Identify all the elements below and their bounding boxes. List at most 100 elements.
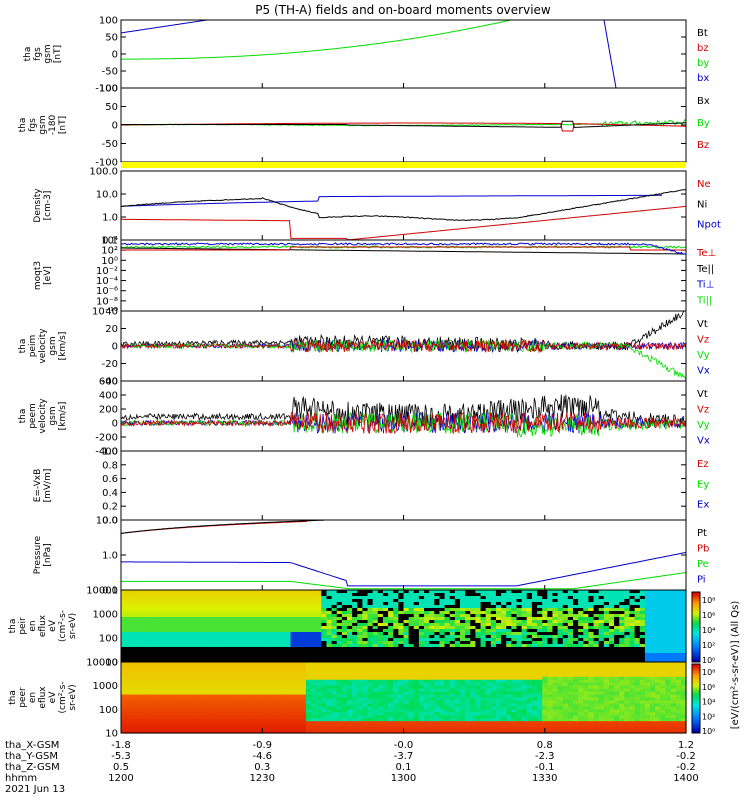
heatmap-cell <box>218 635 225 639</box>
heatmap-cell <box>547 664 554 669</box>
heatmap-cell <box>444 724 451 728</box>
heatmap-cell <box>418 724 425 728</box>
heatmap-cell <box>506 650 512 654</box>
heatmap-cell <box>567 632 574 636</box>
heatmap-cell <box>665 602 672 606</box>
heatmap-cell <box>357 712 364 716</box>
heatmap-cell <box>244 676 251 681</box>
heatmap-cell <box>331 700 338 705</box>
heatmap-cell <box>131 638 138 642</box>
heatmap-cell <box>203 656 209 660</box>
heatmap-cell <box>136 721 143 725</box>
heatmap-cell <box>413 718 420 722</box>
heatmap-cell <box>331 662 338 666</box>
heatmap-cell <box>249 730 256 734</box>
heatmap-cell <box>151 709 158 713</box>
heatmap-cell <box>675 656 682 660</box>
heatmap-cell <box>295 712 302 716</box>
ylabel-line: E=-VxB <box>33 469 43 503</box>
heatmap-cell <box>259 644 266 648</box>
heatmap-cell <box>136 644 143 648</box>
ylabel-line: peem <box>28 403 38 429</box>
heatmap-cell <box>439 593 446 597</box>
heatmap-cell <box>239 724 245 728</box>
heatmap-cell <box>156 679 163 684</box>
heatmap-cell <box>526 685 533 690</box>
ylabel-line: [mV/m] <box>43 469 53 503</box>
heatmap-cell <box>357 656 364 660</box>
heatmap-cell <box>403 602 410 606</box>
heatmap-cell <box>578 620 584 624</box>
heatmap-cell <box>388 632 394 636</box>
heatmap-cell <box>162 605 168 609</box>
heatmap-cell <box>393 709 399 713</box>
heatmap-cell <box>295 620 302 624</box>
heatmap-cell <box>223 682 230 687</box>
heatmap-cell <box>223 620 230 624</box>
heatmap-cell <box>285 629 292 633</box>
heatmap-cell <box>562 659 569 663</box>
heatmap-cell <box>321 647 328 651</box>
y-tick-label: 0.1 <box>102 586 118 597</box>
heatmap-cell <box>398 650 405 654</box>
ylabel-temp: moqt3 [eV] <box>33 261 53 290</box>
heatmap-cell <box>511 623 518 627</box>
heatmap-cell <box>449 670 456 675</box>
heatmap-cell <box>521 635 528 639</box>
heatmap-cell <box>490 644 497 648</box>
heatmap-cell <box>495 727 502 731</box>
heatmap-cell <box>506 715 512 719</box>
heatmap-cell <box>650 608 656 612</box>
heatmap-cell <box>203 662 209 666</box>
heatmap-cell <box>156 691 163 696</box>
heatmap-cell <box>388 670 394 675</box>
heatmap-cell <box>321 662 328 666</box>
heatmap-cell <box>162 679 168 684</box>
heatmap-cell <box>424 653 430 657</box>
heatmap-cell <box>429 688 435 693</box>
heatmap-cell <box>275 688 281 693</box>
heatmap-cell <box>228 662 235 666</box>
heatmap-cell <box>362 682 369 687</box>
heatmap-cell <box>377 727 384 731</box>
heatmap-cell <box>382 611 389 615</box>
heatmap-cell <box>264 593 271 597</box>
heatmap-cell <box>501 697 507 702</box>
heatmap-cell <box>547 599 554 603</box>
heatmap-cell <box>624 599 631 603</box>
ylabel-line: eflux <box>38 614 48 637</box>
heatmap-cell <box>526 611 533 615</box>
heatmap-cell <box>372 685 379 690</box>
heatmap-cell <box>239 727 245 731</box>
heatmap-cell <box>377 721 384 725</box>
heatmap-cell <box>203 688 209 693</box>
heatmap-cell <box>644 626 651 630</box>
heatmap-cell <box>234 688 240 693</box>
heatmap-cell <box>567 617 574 621</box>
heatmap-cell <box>624 596 631 600</box>
heatmap-cell <box>413 611 420 615</box>
heatmap-cell <box>321 599 328 603</box>
heatmap-cell <box>326 635 333 639</box>
heatmap-cell <box>434 685 441 690</box>
heatmap-cell <box>321 694 328 699</box>
heatmap-cell <box>269 703 276 707</box>
heatmap-cell <box>223 721 230 725</box>
heatmap-cell <box>393 647 399 651</box>
heatmap-cell <box>326 623 333 627</box>
heatmap-cell <box>167 638 173 642</box>
heatmap-cell <box>393 611 399 615</box>
heatmap-cell <box>300 697 307 702</box>
heatmap-cell <box>326 667 333 672</box>
heatmap-cell <box>603 614 610 618</box>
heatmap-cell <box>285 676 292 681</box>
heatmap-cell <box>264 644 271 648</box>
heatmap-cell <box>393 664 399 669</box>
heatmap-cell <box>347 727 353 731</box>
heatmap-cell <box>146 626 153 630</box>
heatmap-cell <box>614 644 620 648</box>
heatmap-cell <box>311 724 317 728</box>
heatmap-cell <box>598 605 605 609</box>
heatmap-cell <box>521 718 528 722</box>
heatmap-cell <box>341 724 348 728</box>
